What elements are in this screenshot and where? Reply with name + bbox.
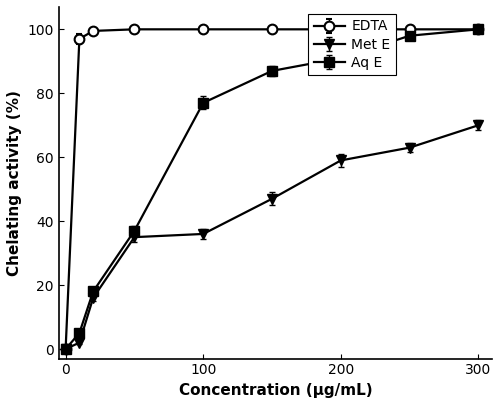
- Legend: EDTA, Met E, Aq E: EDTA, Met E, Aq E: [308, 14, 396, 75]
- X-axis label: Concentration (μg/mL): Concentration (μg/mL): [178, 383, 372, 398]
- Y-axis label: Chelating activity (%): Chelating activity (%): [7, 90, 22, 276]
